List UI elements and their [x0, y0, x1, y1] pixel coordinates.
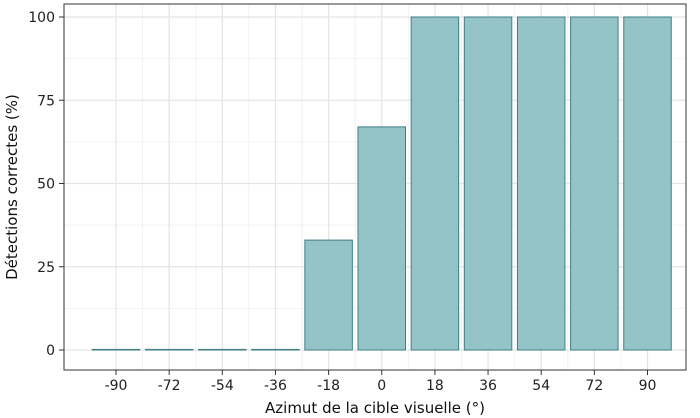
bar--72: [144, 348, 194, 351]
x-axis-title: Azimut de la cible visuelle (°): [265, 399, 485, 417]
x-tick-label: 0: [377, 378, 386, 394]
plot-frame: [63, 3, 687, 371]
x-tick-label: 72: [585, 378, 603, 394]
bar-18: [410, 16, 460, 351]
bar-36: [463, 16, 513, 351]
y-tick-label: 0: [46, 343, 55, 359]
y-tick-label: 75: [37, 93, 55, 109]
bar-72: [570, 16, 619, 351]
x-tick-label: -72: [158, 378, 181, 394]
x-tick-label: -54: [211, 378, 234, 394]
bar--54: [198, 348, 247, 351]
x-tick-label: -90: [105, 378, 128, 394]
bar-54: [516, 16, 566, 351]
y-axis-title: Détections correctes (%): [3, 94, 21, 280]
x-tick-label: 54: [532, 378, 550, 394]
x-tick-label: 36: [479, 378, 497, 394]
x-tick-label: -18: [317, 378, 340, 394]
bars: [91, 16, 672, 351]
x-tick-label: -36: [264, 378, 287, 394]
bar--36: [251, 348, 300, 351]
bar--18: [304, 239, 353, 351]
bar-90: [623, 16, 672, 351]
x-axis: -90 -72 -54 -36 -18 0 18 36 54 72 90: [105, 370, 657, 394]
bar--90: [91, 348, 141, 351]
bar-0: [357, 126, 406, 351]
y-tick-label: 25: [37, 260, 55, 276]
y-axis: 0 25 50 75 100: [28, 10, 64, 359]
x-tick-label: 90: [639, 378, 657, 394]
y-tick-label: 50: [37, 177, 55, 193]
y-tick-label: 100: [28, 10, 55, 26]
x-tick-label: 18: [426, 378, 444, 394]
